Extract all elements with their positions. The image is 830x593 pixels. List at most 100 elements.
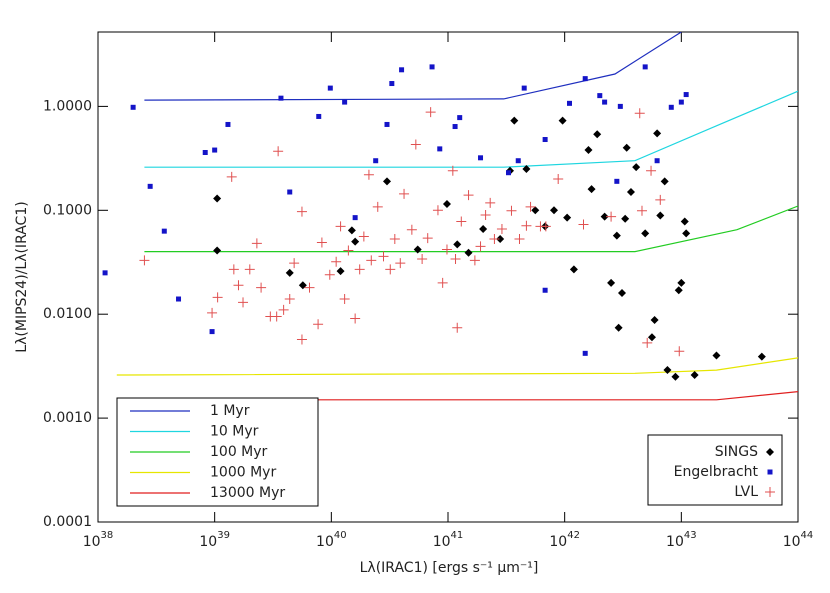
point xyxy=(469,255,480,266)
point xyxy=(479,225,488,234)
point xyxy=(389,81,395,87)
point xyxy=(563,213,572,222)
point xyxy=(678,99,684,105)
point xyxy=(425,107,436,118)
point xyxy=(531,206,540,215)
point xyxy=(304,282,315,293)
x-tick-base: 10 xyxy=(199,534,217,550)
point xyxy=(510,116,519,125)
point xyxy=(674,346,685,357)
legend-label: 1000 Myr xyxy=(210,465,276,481)
legend-label: 13000 Myr xyxy=(210,485,285,501)
point xyxy=(437,277,448,288)
point xyxy=(130,104,136,110)
point xyxy=(606,211,617,222)
point xyxy=(363,169,374,180)
point xyxy=(399,188,410,199)
point xyxy=(296,206,307,217)
point xyxy=(677,278,686,287)
point xyxy=(566,100,572,106)
x-tick-exponent: 38 xyxy=(101,530,114,541)
legend-marker xyxy=(767,469,773,475)
point xyxy=(410,139,421,150)
point xyxy=(209,329,215,335)
point xyxy=(324,269,335,280)
point xyxy=(316,113,322,119)
model-line xyxy=(116,357,798,376)
point xyxy=(351,237,360,246)
point xyxy=(453,240,462,249)
legend-marker xyxy=(765,487,775,497)
point xyxy=(384,121,390,127)
x-tick-label: 1040 xyxy=(316,530,347,550)
point xyxy=(429,64,435,70)
point xyxy=(582,350,588,356)
point xyxy=(406,224,417,235)
point xyxy=(654,158,660,164)
point xyxy=(496,234,505,243)
point xyxy=(373,158,379,164)
x-tick-exponent: 42 xyxy=(567,530,580,541)
point xyxy=(587,185,596,194)
point xyxy=(626,187,635,196)
point xyxy=(296,334,307,345)
point xyxy=(278,304,289,315)
x-tick-label: 1038 xyxy=(83,530,114,550)
point xyxy=(313,319,324,330)
point xyxy=(515,158,521,164)
legend-label: 1 Myr xyxy=(210,403,250,419)
point xyxy=(522,164,531,173)
point xyxy=(647,333,656,342)
point xyxy=(139,255,150,266)
legend-label: SINGS xyxy=(715,444,758,460)
x-tick-exponent: 44 xyxy=(801,530,814,541)
point xyxy=(663,366,672,375)
x-tick-exponent: 40 xyxy=(334,530,347,541)
point xyxy=(447,165,458,176)
point xyxy=(335,221,346,232)
point xyxy=(496,224,507,235)
point xyxy=(238,297,249,308)
point xyxy=(642,64,648,70)
point xyxy=(602,99,608,105)
point xyxy=(607,278,616,287)
point xyxy=(655,194,666,205)
point xyxy=(358,231,369,242)
point xyxy=(636,205,647,216)
plot-area xyxy=(102,32,798,401)
point xyxy=(668,104,674,110)
point xyxy=(757,352,766,361)
x-tick-label: 1039 xyxy=(199,530,230,550)
point xyxy=(233,280,244,291)
point xyxy=(278,95,284,101)
point xyxy=(251,238,262,249)
point xyxy=(521,220,532,231)
point xyxy=(521,85,527,91)
point xyxy=(382,177,391,186)
point xyxy=(617,103,623,109)
x-tick-label: 1043 xyxy=(666,530,697,550)
point xyxy=(437,146,443,152)
model-line xyxy=(144,90,798,168)
legend-marker xyxy=(766,448,774,456)
y-tick-label: 0.1000 xyxy=(43,202,92,218)
point xyxy=(385,264,396,275)
point xyxy=(395,258,406,269)
point xyxy=(213,246,222,255)
point xyxy=(525,201,536,212)
point xyxy=(352,215,358,221)
point xyxy=(584,146,593,155)
x-tick-label: 1041 xyxy=(433,530,464,550)
point xyxy=(478,155,484,161)
point xyxy=(485,197,496,208)
point xyxy=(653,129,662,138)
point xyxy=(147,183,153,189)
point xyxy=(343,245,354,256)
point xyxy=(244,264,255,275)
point xyxy=(202,149,208,155)
point xyxy=(600,212,609,221)
point xyxy=(102,270,108,276)
point xyxy=(422,233,433,244)
point xyxy=(399,67,405,73)
